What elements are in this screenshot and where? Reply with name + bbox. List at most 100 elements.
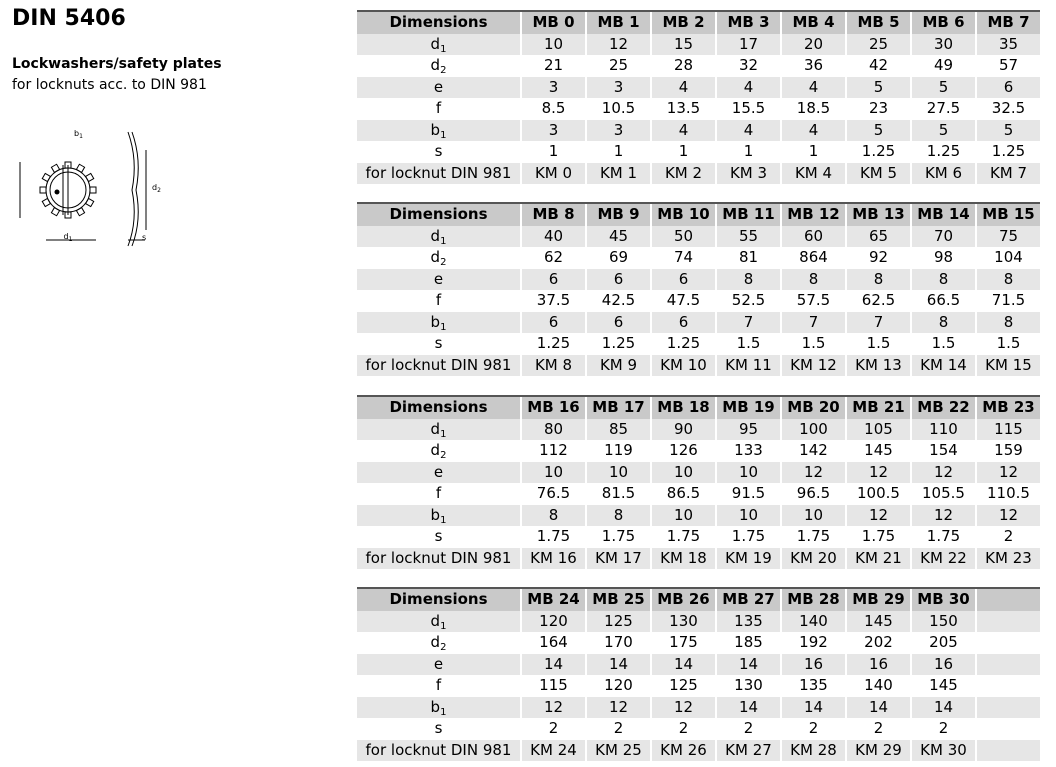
- header-cell: MB 28: [780, 587, 846, 611]
- cell: 145: [910, 675, 976, 697]
- header-cell: MB 6: [910, 10, 976, 34]
- label-main: e: [433, 462, 444, 481]
- data-row: f 8.5 10.5 13.5 15.5 18.5 23 27.5 32.5: [357, 98, 1040, 120]
- label-main: d: [430, 56, 441, 75]
- cell: 150: [910, 610, 976, 632]
- row-label: d2: [357, 247, 521, 269]
- cell: 2: [715, 718, 781, 740]
- row-label: e: [357, 268, 521, 290]
- row-label: for locknut DIN 981: [357, 162, 521, 184]
- data-row: b1 8 8 10 10 10 12 12 12: [357, 504, 1040, 526]
- cell: 52.5: [715, 290, 781, 312]
- cell: 112: [520, 440, 586, 462]
- data-row: for locknut DIN 981 KM 24 KM 25 KM 26 KM 27 K…: [357, 739, 1040, 761]
- cell: 28: [650, 55, 716, 77]
- header-cell: MB 10: [650, 202, 716, 226]
- cell: 8: [910, 311, 976, 333]
- cell: 12: [975, 504, 1040, 526]
- cell: 12: [780, 461, 846, 483]
- cell: 66.5: [910, 290, 976, 312]
- cell: 4: [650, 76, 716, 98]
- description: for locknuts acc. to DIN 981: [12, 77, 207, 93]
- label-main: for locknut DIN 981: [365, 740, 512, 759]
- cell: 1.25: [520, 333, 586, 355]
- label-main: d: [430, 34, 441, 53]
- cell: 175: [650, 632, 716, 654]
- cell: 145: [845, 440, 911, 462]
- cell: 115: [975, 418, 1040, 440]
- cell: 30: [910, 33, 976, 55]
- data-row: s 1 1 1 1 1 1.25 1.25 1.25: [357, 141, 1040, 163]
- cell: 85: [585, 418, 651, 440]
- header-cell: MB 4: [780, 10, 846, 34]
- cell: 3: [520, 76, 586, 98]
- data-row: d1 120 125 130 135 140 145 150: [357, 610, 1040, 632]
- cell: 5: [975, 119, 1040, 141]
- cell: 81: [715, 247, 781, 269]
- header-cell: MB 23: [975, 395, 1040, 419]
- cell: KM 13: [845, 354, 911, 376]
- cell: 130: [650, 610, 716, 632]
- cell: 8: [845, 268, 911, 290]
- cell: 1: [585, 141, 651, 163]
- cell: 1.75: [715, 526, 781, 548]
- cell: KM 1: [585, 162, 651, 184]
- header-cell: Dimensions: [357, 202, 521, 226]
- cell: 62: [520, 247, 586, 269]
- label-sub: 2: [440, 450, 447, 462]
- data-row: d1 40 45 50 55 60 65 70 75: [357, 225, 1040, 247]
- cell: 145: [845, 610, 911, 632]
- cell: 4: [780, 76, 846, 98]
- spec-table: Dimensions MB 8 MB 9 MB 10 MB 11 MB 12 MB 13 MB…: [357, 202, 1040, 376]
- cell: 1.5: [910, 333, 976, 355]
- label-main: b: [430, 120, 441, 139]
- cell: 1.75: [910, 526, 976, 548]
- data-row: f 37.5 42.5 47.5 52.5 57.5 62.5 66.5 71.5: [357, 290, 1040, 312]
- cell: 3: [585, 119, 651, 141]
- cell: 60: [780, 225, 846, 247]
- cell: 6: [975, 76, 1040, 98]
- header-row: Dimensions MB 0 MB 1 MB 2 MB 3 MB 4 MB 5 MB 6 MB…: [357, 10, 1040, 34]
- row-label: d1: [357, 225, 521, 247]
- cell: 105.5: [910, 483, 976, 505]
- cell: 12: [910, 461, 976, 483]
- cell: 4: [780, 119, 846, 141]
- data-row: b1 6 6 6 7 7 7 8 8: [357, 311, 1040, 333]
- cell: 13.5: [650, 98, 716, 120]
- row-label: f: [357, 675, 521, 697]
- label-main: b: [430, 312, 441, 331]
- cell: 3: [520, 119, 586, 141]
- label-main: for locknut DIN 981: [365, 548, 512, 567]
- header-cell: MB 21: [845, 395, 911, 419]
- label-main: s: [434, 719, 443, 738]
- header-cell: MB 27: [715, 587, 781, 611]
- cell: KM 28: [780, 739, 846, 761]
- cell: 76.5: [520, 483, 586, 505]
- cell: 4: [650, 119, 716, 141]
- cell: 4: [715, 119, 781, 141]
- label-main: s: [434, 142, 443, 161]
- cell: 32: [715, 55, 781, 77]
- cell: 1.5: [780, 333, 846, 355]
- row-label: f: [357, 290, 521, 312]
- label-main: d: [430, 611, 441, 630]
- cell: 133: [715, 440, 781, 462]
- cell: 32.5: [975, 98, 1040, 120]
- cell: KM 29: [845, 739, 911, 761]
- data-row: e 10 10 10 10 12 12 12 12: [357, 461, 1040, 483]
- label-main: b: [430, 697, 441, 716]
- header-cell: MB 24: [520, 587, 586, 611]
- cell: 10: [715, 504, 781, 526]
- cell: 86.5: [650, 483, 716, 505]
- data-row: d2 112 119 126 133 142 145 154 159: [357, 440, 1040, 462]
- cell: 49: [910, 55, 976, 77]
- cell: 1.25: [845, 141, 911, 163]
- row-label: d1: [357, 610, 521, 632]
- cell: 12: [585, 696, 651, 718]
- cell: 5: [845, 76, 911, 98]
- cell: KM 9: [585, 354, 651, 376]
- cell: 1: [650, 141, 716, 163]
